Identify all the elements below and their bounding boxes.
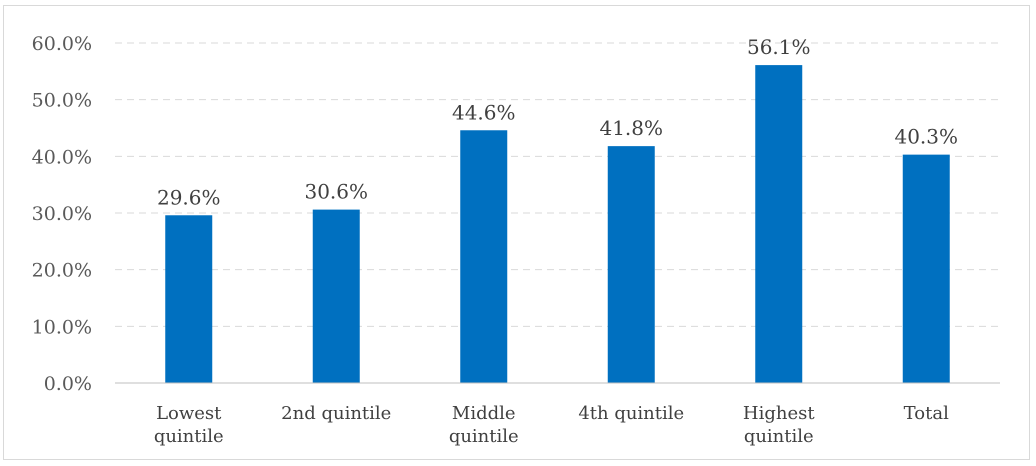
y-axis-ticks: 0.0% 10.0% 20.0% 30.0% 40.0% 50.0% 60.0% [32,33,92,395]
bar [460,130,508,383]
bar [312,209,360,383]
category-label: Highest quintile [743,403,815,447]
bars [165,65,950,383]
category-label: 2nd quintile [281,403,391,424]
y-tick-label: 0.0% [44,373,92,395]
data-label: 44.6% [452,100,516,124]
data-label: 29.6% [157,185,221,209]
data-label: 41.8% [599,116,663,140]
y-tick-label: 50.0% [32,90,92,112]
bar [755,65,803,383]
gridlines [115,42,1000,327]
bar [607,146,655,383]
category-label: 4th quintile [578,403,684,424]
x-axis-categories: Lowest quintile 2nd quintile Middle quintile… [154,403,949,447]
y-tick-label: 30.0% [32,203,92,225]
y-tick-label: 40.0% [32,146,92,168]
data-label: 40.3% [894,125,958,149]
bar [902,154,950,383]
bar [165,215,213,383]
category-label: Total [904,403,949,424]
data-labels: 29.6% 30.6% 44.6% 41.8% 56.1% 40.3% [157,35,958,209]
y-tick-label: 20.0% [32,260,92,282]
y-tick-label: 10.0% [32,316,92,338]
data-label: 30.6% [304,180,368,204]
category-label: Middle quintile [449,403,519,447]
y-tick-label: 60.0% [32,33,92,55]
category-label: Lowest quintile [154,403,224,447]
data-label: 56.1% [747,35,811,59]
